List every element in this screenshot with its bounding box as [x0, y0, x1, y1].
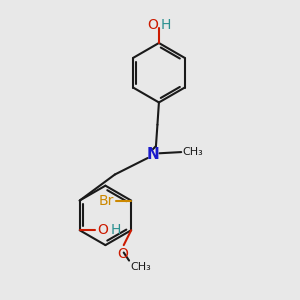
Text: Br: Br [98, 194, 114, 208]
Text: H: H [160, 18, 171, 32]
Text: H: H [111, 223, 121, 237]
Text: O: O [117, 248, 128, 262]
Text: O: O [148, 18, 158, 32]
Text: CH₃: CH₃ [183, 147, 203, 157]
Text: O: O [97, 223, 108, 237]
Text: CH₃: CH₃ [130, 262, 151, 272]
Text: N: N [147, 147, 159, 162]
